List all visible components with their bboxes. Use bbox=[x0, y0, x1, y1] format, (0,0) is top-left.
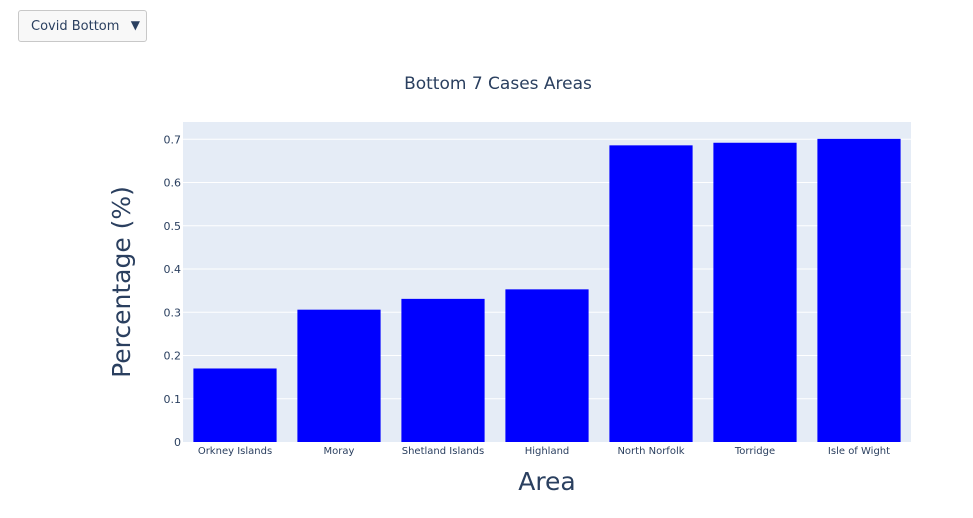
dropdown-selected-label: Covid Bottom bbox=[31, 19, 120, 34]
bar[interactable] bbox=[713, 142, 797, 442]
y-tick-label: 0.7 bbox=[164, 133, 182, 146]
y-tick-label: 0.6 bbox=[164, 177, 182, 190]
x-tick-label: Moray bbox=[324, 446, 355, 457]
y-tick-label: 0.1 bbox=[164, 393, 182, 406]
y-axis-ticks: 0 0.1 0.2 0.3 0.4 0.5 0.6 0.7 bbox=[164, 133, 182, 449]
y-tick-label: 0.2 bbox=[164, 350, 182, 363]
triangle-down-icon: ▼ bbox=[130, 18, 140, 32]
chart-title: Bottom 7 Cases Areas bbox=[404, 74, 592, 94]
x-tick-label: Torridge bbox=[734, 446, 775, 457]
bar[interactable] bbox=[817, 138, 901, 442]
y-axis-label: Percentage (%) bbox=[107, 186, 136, 378]
bar[interactable] bbox=[297, 309, 381, 442]
bar[interactable] bbox=[193, 368, 277, 442]
y-tick-label: 0.4 bbox=[164, 263, 182, 276]
bars-group bbox=[193, 138, 901, 442]
x-tick-label: Shetland Islands bbox=[402, 446, 485, 457]
x-tick-label: North Norfolk bbox=[617, 446, 684, 457]
y-tick-label: 0 bbox=[174, 436, 181, 449]
x-axis-label: Area bbox=[518, 467, 576, 496]
x-tick-label: Orkney Islands bbox=[198, 446, 272, 457]
y-tick-label: 0.3 bbox=[164, 306, 182, 319]
chart-selector-dropdown[interactable]: Covid Bottom ▼ bbox=[18, 10, 147, 42]
x-axis-ticks: Orkney Islands Moray Shetland Islands Highl… bbox=[198, 446, 890, 457]
bar[interactable] bbox=[505, 289, 589, 442]
bar[interactable] bbox=[401, 298, 485, 442]
x-tick-label: Highland bbox=[525, 446, 570, 457]
x-tick-label: Isle of Wight bbox=[828, 446, 890, 457]
y-tick-label: 0.5 bbox=[164, 220, 182, 233]
bar[interactable] bbox=[609, 145, 693, 442]
